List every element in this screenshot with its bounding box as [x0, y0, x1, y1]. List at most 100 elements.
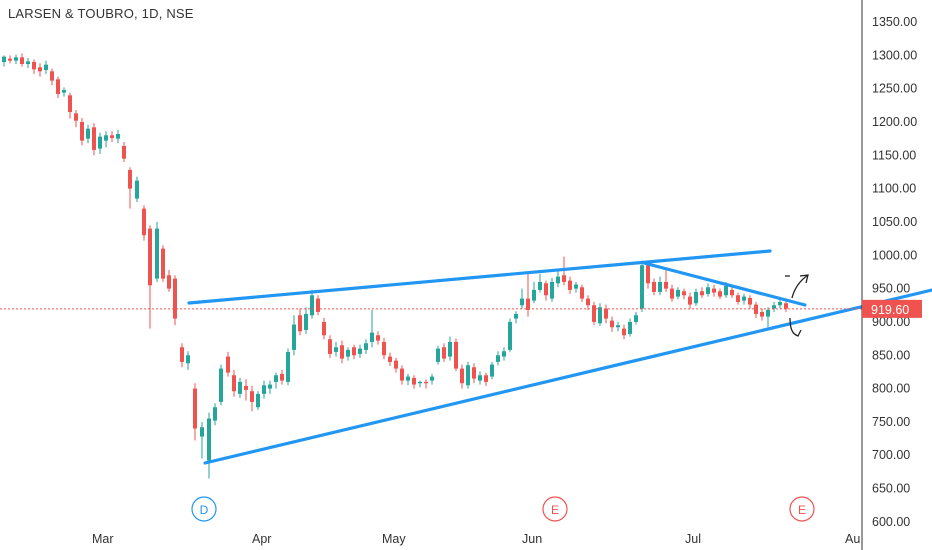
candle[interactable]: [316, 295, 320, 316]
candle[interactable]: [14, 54, 18, 64]
candle[interactable]: [358, 344, 362, 358]
candle[interactable]: [104, 131, 108, 148]
candle[interactable]: [538, 273, 542, 293]
candle[interactable]: [280, 369, 284, 385]
candle[interactable]: [580, 284, 584, 302]
candle[interactable]: [322, 317, 326, 340]
candle[interactable]: [712, 284, 716, 297]
candle[interactable]: [2, 55, 6, 67]
candle[interactable]: [736, 292, 740, 305]
event-marker[interactable]: E: [789, 496, 815, 522]
candle[interactable]: [74, 109, 78, 128]
candle[interactable]: [98, 132, 102, 154]
candle[interactable]: [352, 344, 356, 360]
candle[interactable]: [454, 338, 458, 372]
trendline-3[interactable]: [642, 261, 807, 307]
candle[interactable]: [298, 308, 302, 336]
candle[interactable]: [122, 141, 126, 162]
candle[interactable]: [226, 351, 230, 377]
candle[interactable]: [135, 176, 139, 202]
candle[interactable]: [772, 301, 776, 312]
candle[interactable]: [514, 311, 518, 324]
candle[interactable]: [670, 284, 674, 302]
candle[interactable]: [760, 308, 764, 321]
candle[interactable]: [20, 53, 24, 67]
candle[interactable]: [550, 277, 554, 302]
candle[interactable]: [50, 68, 54, 86]
candle[interactable]: [346, 347, 350, 361]
candle[interactable]: [610, 316, 614, 332]
trendline-2[interactable]: [203, 288, 932, 465]
candle[interactable]: [586, 295, 590, 310]
candle[interactable]: [193, 383, 197, 441]
candle[interactable]: [544, 280, 548, 301]
candle[interactable]: [484, 372, 488, 386]
candle[interactable]: [238, 377, 242, 398]
candle[interactable]: [382, 337, 386, 360]
candle[interactable]: [592, 301, 596, 326]
candle[interactable]: [207, 412, 211, 479]
candle[interactable]: [748, 295, 752, 309]
candle[interactable]: [424, 379, 428, 389]
candle[interactable]: [8, 55, 12, 64]
candle[interactable]: [80, 117, 84, 146]
candle[interactable]: [634, 311, 638, 325]
candle[interactable]: [508, 318, 512, 352]
candle[interactable]: [219, 364, 223, 406]
candle[interactable]: [256, 391, 260, 410]
candle[interactable]: [56, 76, 60, 98]
candle[interactable]: [520, 288, 524, 309]
candle[interactable]: [418, 380, 422, 388]
candle[interactable]: [652, 278, 656, 296]
candle[interactable]: [62, 87, 66, 97]
candle[interactable]: [688, 292, 692, 309]
candle[interactable]: [328, 335, 332, 358]
candle[interactable]: [706, 283, 710, 297]
candle[interactable]: [340, 340, 344, 364]
candle[interactable]: [406, 373, 410, 386]
candle[interactable]: [32, 59, 36, 74]
candle[interactable]: [490, 361, 494, 380]
event-marker[interactable]: D: [191, 496, 217, 522]
candle[interactable]: [532, 281, 536, 304]
candle[interactable]: [568, 276, 572, 294]
candle[interactable]: [364, 339, 368, 354]
candle[interactable]: [142, 205, 146, 241]
candle[interactable]: [268, 380, 272, 394]
candle[interactable]: [274, 372, 278, 389]
event-marker[interactable]: E: [542, 496, 568, 522]
candle[interactable]: [526, 271, 530, 317]
candle[interactable]: [754, 301, 758, 318]
candle[interactable]: [116, 129, 120, 144]
candle[interactable]: [38, 63, 42, 77]
candle[interactable]: [676, 287, 680, 300]
candle[interactable]: [742, 293, 746, 305]
candle[interactable]: [496, 351, 500, 366]
candle[interactable]: [766, 307, 770, 328]
candle[interactable]: [26, 57, 30, 68]
candle[interactable]: [460, 364, 464, 389]
candle[interactable]: [718, 288, 722, 300]
candle[interactable]: [574, 281, 578, 293]
candle[interactable]: [186, 351, 190, 370]
candle[interactable]: [412, 375, 416, 389]
candle[interactable]: [784, 300, 788, 312]
candle[interactable]: [167, 269, 171, 292]
candle[interactable]: [640, 260, 644, 312]
candle[interactable]: [502, 347, 506, 361]
candle[interactable]: [304, 307, 308, 334]
candle[interactable]: [200, 421, 204, 459]
candle[interactable]: [478, 371, 482, 385]
candle[interactable]: [682, 288, 686, 300]
candle[interactable]: [628, 318, 632, 337]
candle[interactable]: [148, 225, 152, 329]
candle[interactable]: [730, 287, 734, 298]
candle[interactable]: [598, 303, 602, 326]
candle[interactable]: [161, 245, 165, 282]
candle[interactable]: [128, 167, 132, 209]
candle[interactable]: [700, 287, 704, 298]
candle[interactable]: [173, 275, 177, 326]
candle[interactable]: [244, 379, 248, 401]
candle[interactable]: [92, 123, 96, 156]
